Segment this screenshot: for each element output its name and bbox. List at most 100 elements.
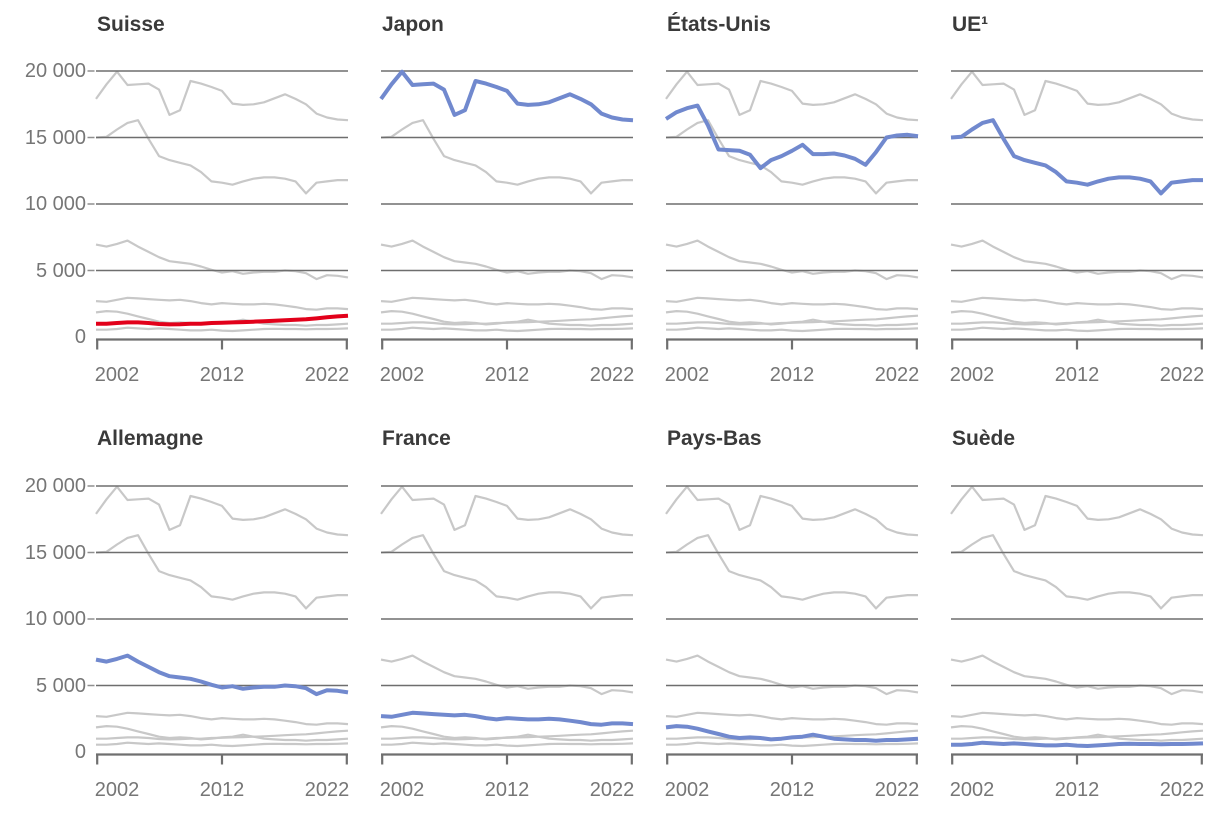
series-line-france: [380, 296, 634, 311]
panel-chart-japon: 2002 2012 2022: [379, 69, 635, 386]
x-tick-label: 2022: [875, 364, 920, 386]
x-tick-label: 2012: [1055, 364, 1100, 386]
series-line-suede: [951, 326, 1204, 333]
x-axis: [666, 753, 918, 765]
x-tick-label: 2012: [485, 779, 530, 801]
y-tick-label: 10 000: [24, 608, 86, 630]
series-line-suede: [96, 741, 349, 748]
series-line-japon: [950, 485, 1204, 537]
highlight-line-etats_unis: [664, 103, 919, 171]
x-tick-label: 2022: [590, 364, 635, 386]
x-axis: [951, 753, 1203, 765]
panel-title-allemagne: Allemagne: [97, 427, 204, 450]
series-line-suede: [381, 741, 634, 748]
series-line-allemagne: [950, 239, 1204, 281]
highlight-line-suede: [951, 740, 1204, 748]
panel-title-france: France: [382, 427, 451, 450]
y-tick-label: 0: [74, 326, 86, 348]
x-axis: [96, 338, 348, 350]
y-tick-label: 10 000: [24, 193, 86, 215]
series-line-japon: [380, 485, 634, 537]
x-tick-label: 2022: [590, 779, 635, 801]
panel-chart-pays_bas: 2002 2012 2022: [665, 485, 920, 801]
x-tick-label: 2022: [1160, 779, 1205, 801]
series-line-france: [95, 711, 349, 726]
series-line-ue: [950, 534, 1203, 610]
x-tick-label: 2012: [770, 779, 815, 801]
series-line-suisse: [381, 729, 634, 741]
y-tick-label: 15 000: [24, 541, 86, 564]
x-tick-label: 2022: [875, 779, 920, 801]
series-line-ue: [665, 119, 918, 195]
x-tick-label: 2002: [380, 364, 425, 386]
series-line-suede: [666, 741, 919, 748]
series-line-allemagne: [380, 239, 634, 281]
x-tick-label: 2002: [950, 364, 995, 386]
x-tick-label: 2012: [770, 364, 815, 386]
y-tick-label: 20 000: [24, 60, 86, 82]
series-line-suede: [381, 326, 634, 333]
panel-chart-etats_unis: 2002 2012 2022: [664, 70, 920, 386]
series-line-suede: [96, 326, 349, 333]
highlight-line-france: [380, 710, 634, 727]
panel-chart-suisse: 2002 2012 2022: [87, 70, 350, 386]
y-tick-label: 0: [74, 741, 86, 763]
panel-chart-france: 2002 2012 2022: [380, 485, 635, 801]
x-tick-label: 2002: [380, 779, 425, 801]
x-tick-label: 2012: [200, 364, 245, 386]
x-tick-label: 2022: [1160, 364, 1205, 386]
x-tick-label: 2002: [95, 779, 140, 801]
series-line-suisse: [381, 314, 634, 326]
panel-chart-suede: 2002 2012 2022: [950, 485, 1205, 801]
series-line-ue: [380, 119, 633, 195]
y-tick-label: 5 000: [35, 259, 86, 282]
series-line-suisse: [951, 314, 1204, 326]
x-tick-label: 2022: [305, 364, 350, 386]
panel-title-etats_unis: États-Unis: [667, 13, 771, 36]
series-line-suisse: [951, 729, 1204, 741]
panel-chart-ue: 2002 2012 2022: [950, 70, 1205, 386]
y-tick-label: 15 000: [24, 126, 86, 149]
x-tick-label: 2012: [200, 779, 245, 801]
x-axis: [666, 338, 918, 350]
x-tick-label: 2012: [1055, 779, 1100, 801]
x-axis: [951, 338, 1203, 350]
series-line-japon: [95, 70, 349, 122]
x-axis: [381, 753, 633, 765]
series-line-ue: [95, 119, 348, 195]
x-axis: [96, 753, 348, 765]
series-line-suede: [666, 326, 919, 333]
series-line-france: [665, 711, 919, 726]
series-line-japon: [665, 485, 919, 537]
series-line-japon: [665, 70, 919, 122]
highlight-line-ue: [950, 118, 1203, 196]
series-line-suisse: [666, 314, 919, 326]
series-line-ue: [95, 534, 348, 610]
series-line-allemagne: [95, 239, 349, 281]
y-tick-label: 5 000: [35, 674, 86, 697]
x-axis: [381, 338, 633, 350]
highlight-line-suisse: [96, 313, 349, 327]
series-line-allemagne: [950, 654, 1204, 696]
x-tick-label: 2002: [665, 779, 710, 801]
x-tick-label: 2002: [665, 364, 710, 386]
series-line-france: [950, 296, 1204, 311]
series-line-allemagne: [665, 654, 919, 696]
panel-title-japon: Japon: [382, 13, 444, 36]
series-line-ue: [380, 534, 633, 610]
panel-title-pays_bas: Pays-Bas: [667, 427, 762, 450]
highlight-line-allemagne: [95, 653, 349, 697]
series-line-france: [95, 296, 349, 311]
panel-title-suede: Suède: [952, 427, 1016, 450]
y-tick-label: 20 000: [24, 475, 86, 497]
series-line-suisse: [96, 729, 349, 741]
x-tick-label: 2002: [95, 364, 140, 386]
panel-chart-allemagne: 2002 2012 2022: [87, 485, 350, 801]
series-line-japon: [95, 485, 349, 537]
highlight-line-pays_bas: [665, 724, 919, 743]
series-line-allemagne: [380, 654, 634, 696]
series-line-japon: [950, 70, 1204, 122]
series-line-allemagne: [665, 239, 919, 281]
x-tick-label: 2022: [305, 779, 350, 801]
